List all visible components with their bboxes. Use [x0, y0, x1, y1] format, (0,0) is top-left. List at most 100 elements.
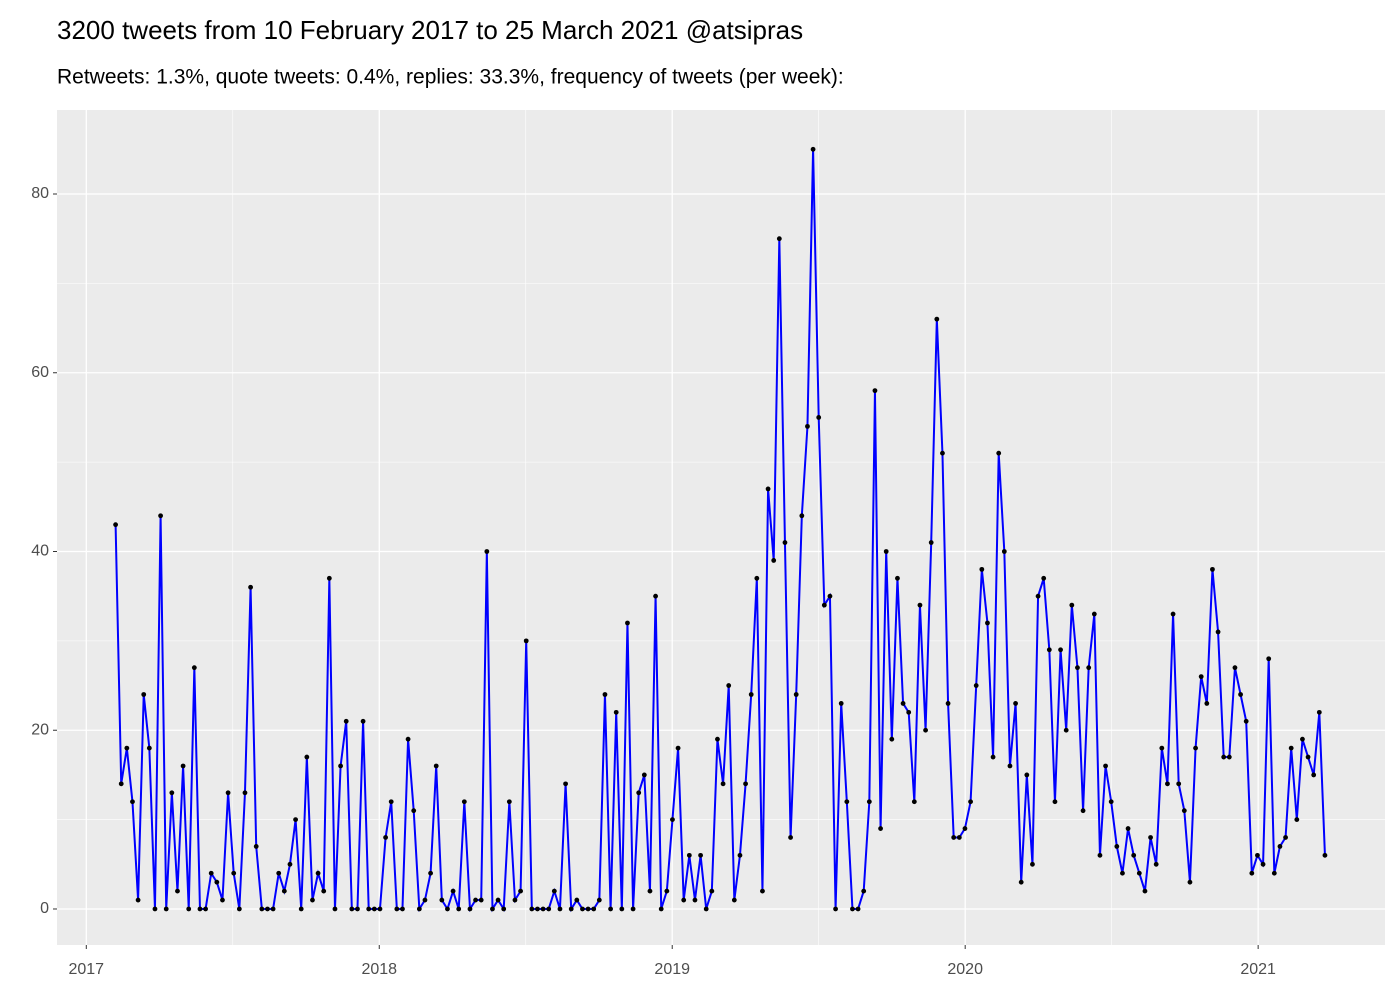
point	[889, 736, 895, 742]
point	[985, 620, 990, 626]
point	[805, 423, 810, 429]
point	[1046, 647, 1052, 653]
point	[1018, 879, 1024, 885]
point	[1069, 602, 1075, 608]
point	[304, 754, 310, 760]
point	[1255, 852, 1260, 858]
point	[130, 799, 135, 805]
point	[394, 906, 400, 912]
point	[338, 763, 343, 769]
point	[1198, 674, 1204, 680]
point	[141, 692, 147, 697]
y-tick-label: 40	[31, 543, 49, 560]
point	[810, 146, 816, 152]
point	[113, 522, 118, 528]
point	[990, 754, 996, 760]
point	[585, 906, 591, 912]
point	[1035, 593, 1041, 599]
point	[1007, 763, 1013, 769]
point	[529, 906, 535, 912]
point	[265, 906, 270, 912]
point	[681, 897, 687, 903]
point	[439, 897, 445, 903]
point	[731, 897, 737, 903]
point	[557, 906, 563, 912]
point	[332, 906, 338, 912]
point	[467, 906, 473, 912]
chart-title: 3200 tweets from 10 February 2017 to 25 …	[57, 15, 803, 45]
point	[118, 781, 124, 787]
point	[197, 906, 203, 912]
point	[602, 692, 608, 697]
point	[321, 888, 327, 894]
point	[591, 906, 597, 912]
point	[973, 683, 979, 688]
point	[686, 852, 692, 858]
point	[360, 718, 366, 724]
point	[220, 897, 225, 903]
point	[355, 906, 360, 912]
point	[405, 736, 411, 742]
point	[574, 897, 580, 903]
point	[377, 906, 383, 912]
x-tick-label: 2018	[361, 961, 397, 978]
point	[658, 906, 664, 912]
point	[501, 906, 507, 912]
point	[765, 486, 771, 492]
point	[1243, 718, 1249, 724]
point	[928, 540, 934, 545]
point	[1013, 701, 1018, 706]
point	[608, 906, 613, 912]
point	[1120, 870, 1125, 876]
point	[850, 906, 855, 912]
point	[490, 906, 495, 912]
point	[349, 906, 355, 912]
point	[326, 575, 332, 581]
point	[1091, 611, 1097, 617]
point	[1165, 781, 1170, 787]
point	[1193, 745, 1198, 751]
point	[675, 745, 681, 751]
point	[568, 906, 574, 912]
point	[1108, 799, 1114, 805]
point	[1288, 745, 1294, 751]
point	[866, 799, 872, 805]
point	[855, 906, 861, 912]
point	[630, 906, 636, 912]
point	[945, 701, 951, 706]
point	[152, 906, 158, 912]
point	[366, 906, 372, 912]
point	[613, 709, 619, 715]
point	[1148, 835, 1153, 840]
point	[596, 897, 602, 903]
point	[647, 888, 653, 894]
point	[473, 897, 478, 903]
point	[371, 906, 377, 912]
point	[1153, 861, 1159, 867]
point	[1136, 870, 1142, 876]
point	[951, 835, 957, 840]
point	[1300, 736, 1305, 742]
point	[793, 692, 799, 697]
point	[636, 790, 642, 796]
x-tick-label: 2019	[654, 961, 690, 978]
point	[703, 906, 709, 912]
point	[1159, 745, 1165, 751]
point	[788, 835, 793, 840]
point	[996, 450, 1002, 456]
point	[827, 593, 833, 599]
point	[619, 906, 625, 912]
x-tick-label: 2020	[947, 961, 983, 978]
panel	[57, 110, 1385, 945]
point	[1311, 772, 1317, 778]
point	[737, 852, 743, 858]
point	[1277, 844, 1283, 849]
point	[816, 415, 822, 420]
point	[1215, 629, 1221, 635]
point	[287, 861, 293, 867]
point	[383, 835, 388, 840]
point	[535, 906, 540, 912]
point	[180, 763, 186, 769]
point	[270, 906, 276, 912]
